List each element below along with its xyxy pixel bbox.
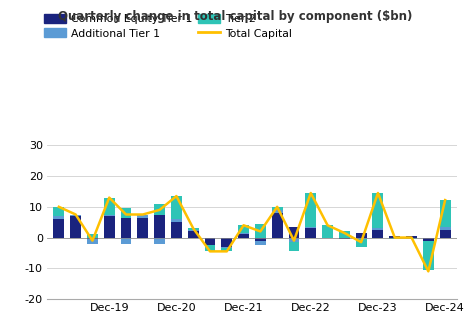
Bar	[439, 200, 451, 227]
Bar	[255, 224, 266, 238]
Bar	[373, 230, 383, 238]
Bar	[104, 214, 115, 216]
Bar	[121, 208, 131, 217]
Bar	[439, 230, 451, 238]
Bar	[188, 230, 199, 231]
Bar	[138, 217, 148, 238]
Text: Quarterly change in total capital by component ($bn): Quarterly change in total capital by com…	[58, 10, 413, 23]
Bar	[204, 238, 215, 245]
Bar	[289, 238, 300, 242]
Bar	[70, 214, 81, 216]
Bar	[339, 231, 350, 238]
Bar	[305, 227, 316, 228]
Bar	[154, 238, 165, 244]
Bar	[289, 227, 300, 238]
Bar	[53, 219, 65, 238]
Bar	[356, 233, 366, 238]
Bar	[373, 228, 383, 230]
Bar	[87, 239, 98, 244]
Bar	[53, 216, 65, 219]
Bar	[322, 225, 333, 238]
Bar	[221, 247, 232, 248]
Bar	[204, 245, 215, 251]
Bar	[389, 238, 400, 239]
Bar	[87, 238, 98, 239]
Bar	[221, 248, 232, 251]
Bar	[289, 242, 300, 251]
Bar	[406, 236, 417, 238]
Bar	[87, 234, 98, 238]
Bar	[305, 228, 316, 238]
Bar	[104, 216, 115, 238]
Bar	[238, 233, 249, 234]
Bar	[154, 214, 165, 238]
Bar	[406, 238, 417, 239]
Bar	[339, 238, 350, 239]
Bar	[255, 240, 266, 245]
Bar	[439, 227, 451, 230]
Bar	[356, 239, 366, 247]
Bar	[171, 219, 182, 222]
Bar	[238, 234, 249, 238]
Bar	[423, 240, 434, 270]
Bar	[389, 236, 400, 238]
Bar	[356, 238, 366, 239]
Bar	[373, 193, 383, 228]
Bar	[272, 213, 283, 238]
Bar	[221, 238, 232, 247]
Bar	[255, 238, 266, 240]
Bar	[272, 210, 283, 213]
Bar	[305, 193, 316, 227]
Legend: Common Equity Tier 1, Additional Tier 1, Tier 2, Total Capital: Common Equity Tier 1, Additional Tier 1,…	[44, 14, 292, 39]
Bar	[121, 238, 131, 244]
Bar	[171, 196, 182, 219]
Bar	[188, 228, 199, 230]
Bar	[423, 238, 434, 240]
Bar	[272, 207, 283, 210]
Bar	[138, 214, 148, 217]
Bar	[53, 207, 65, 216]
Bar	[70, 216, 81, 238]
Bar	[188, 231, 199, 238]
Bar	[121, 217, 131, 238]
Bar	[154, 204, 165, 215]
Bar	[104, 198, 115, 214]
Bar	[171, 222, 182, 238]
Bar	[238, 225, 249, 233]
